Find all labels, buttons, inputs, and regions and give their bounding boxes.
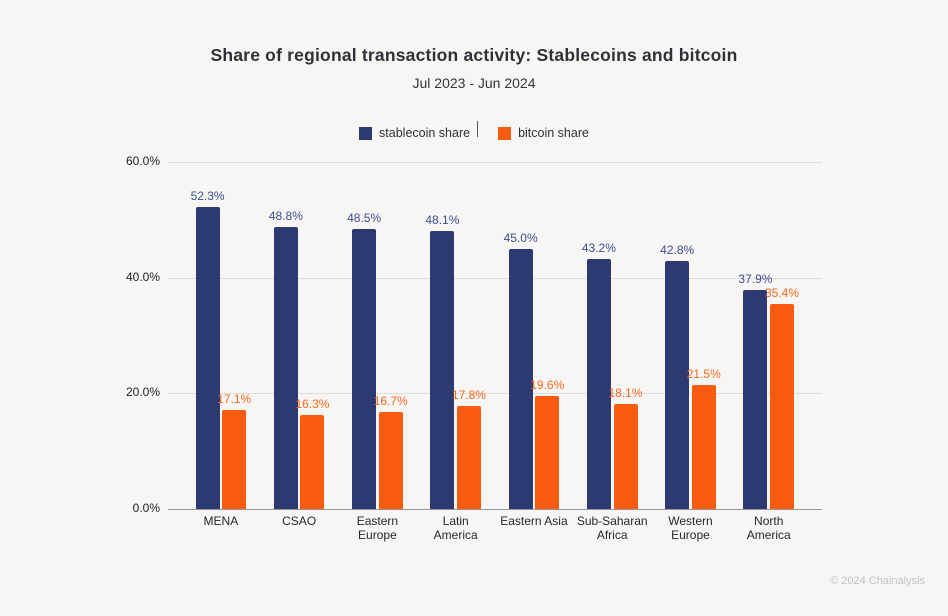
- category-label-csao: CSAO: [282, 514, 317, 528]
- bar-stablecoin-share-csao: [273, 226, 298, 509]
- legend-label-stablecoin: stablecoin share: [379, 126, 471, 140]
- bar-bitcoin-share-csao: [300, 414, 325, 509]
- bar-stablecoin-share-sub-saharan-africa: [586, 259, 611, 509]
- legend-swatch-bitcoin-icon: [498, 126, 512, 140]
- bar-stablecoin-share-eastern-europe: [352, 228, 377, 509]
- value-label-stablecoin-share-eastern-europe: 48.5%: [347, 210, 382, 225]
- value-label-stablecoin-share-csao: 48.8%: [268, 208, 303, 223]
- category-label-eastern-europe: Eastern Europe: [356, 514, 399, 542]
- y-tick-label-0: 0.0%: [132, 501, 160, 515]
- bar-bitcoin-share-north-america: [770, 304, 795, 509]
- value-label-stablecoin-share-sub-saharan-africa: 43.2%: [581, 241, 616, 256]
- legend-item-stablecoin: stablecoin share: [359, 121, 479, 141]
- category-label-sub-saharan-africa: Sub-Saharan Africa: [576, 514, 648, 542]
- gridline-40: [168, 277, 822, 279]
- value-label-bitcoin-share-north-america: 35.4%: [765, 286, 800, 301]
- chart-title: Share of regional transaction activity: …: [210, 45, 738, 65]
- value-label-bitcoin-share-sub-saharan-africa: 18.1%: [608, 386, 643, 401]
- bar-bitcoin-share-sub-saharan-africa: [613, 404, 638, 509]
- bar-stablecoin-share-eastern-asia: [508, 248, 533, 509]
- x-axis-line: [168, 509, 822, 510]
- bar-bitcoin-share-western-europe: [691, 384, 716, 509]
- bar-stablecoin-share-mena: [195, 206, 220, 509]
- value-label-bitcoin-share-eastern-europe: 16.7%: [373, 394, 408, 409]
- value-label-stablecoin-share-western-europe: 42.8%: [660, 243, 695, 258]
- gridline-20: [168, 393, 822, 395]
- bar-bitcoin-share-latin-america: [456, 406, 481, 509]
- bar-stablecoin-share-north-america: [743, 289, 768, 509]
- text-cursor-artifact: [477, 121, 479, 137]
- bar-stablecoin-share-latin-america: [430, 230, 455, 509]
- bar-stablecoin-share-western-europe: [665, 261, 690, 509]
- value-label-bitcoin-share-latin-america: 17.8%: [451, 388, 486, 403]
- value-label-bitcoin-share-csao: 16.3%: [295, 396, 330, 411]
- bar-bitcoin-share-eastern-asia: [535, 395, 560, 509]
- y-tick-label-60: 60.0%: [125, 154, 160, 168]
- y-tick-label-20: 20.0%: [125, 385, 160, 400]
- y-tick-label-40: 40.0%: [125, 269, 160, 284]
- value-label-stablecoin-share-latin-america: 48.1%: [425, 212, 460, 227]
- legend-swatch-stablecoin-icon: [359, 126, 373, 140]
- value-label-stablecoin-share-north-america: 37.9%: [738, 271, 773, 286]
- value-label-bitcoin-share-mena: 17.1%: [217, 392, 252, 407]
- category-label-western-europe: Western Europe: [668, 514, 713, 542]
- chart-subtitle: Jul 2023 - Jun 2024: [412, 75, 536, 91]
- gridline-60: [168, 162, 822, 163]
- bar-bitcoin-share-mena: [222, 410, 247, 509]
- category-label-latin-america: Latin America: [433, 514, 478, 542]
- legend: stablecoin share bitcoin share: [0, 121, 948, 141]
- plot-area: 0.0% 20.0% 40.0% 60.0% 52.3% 17.1% MENA 48.8% 16…: [126, 154, 822, 541]
- copyright-text: © 2024 Chainalysis: [830, 575, 925, 587]
- value-label-bitcoin-share-western-europe: 21.5%: [686, 366, 721, 381]
- legend-item-bitcoin: bitcoin share: [498, 126, 589, 140]
- value-label-stablecoin-share-mena: 52.3%: [190, 188, 225, 203]
- value-label-bitcoin-share-eastern-asia: 19.6%: [530, 377, 565, 392]
- legend-label-bitcoin: bitcoin share: [518, 126, 589, 140]
- category-label-mena: MENA: [203, 514, 239, 528]
- category-label-eastern-asia: Eastern Asia: [500, 514, 568, 528]
- value-label-stablecoin-share-eastern-asia: 45.0%: [503, 230, 538, 245]
- bar-bitcoin-share-eastern-europe: [378, 412, 403, 509]
- category-label-north-america: North America: [746, 514, 791, 542]
